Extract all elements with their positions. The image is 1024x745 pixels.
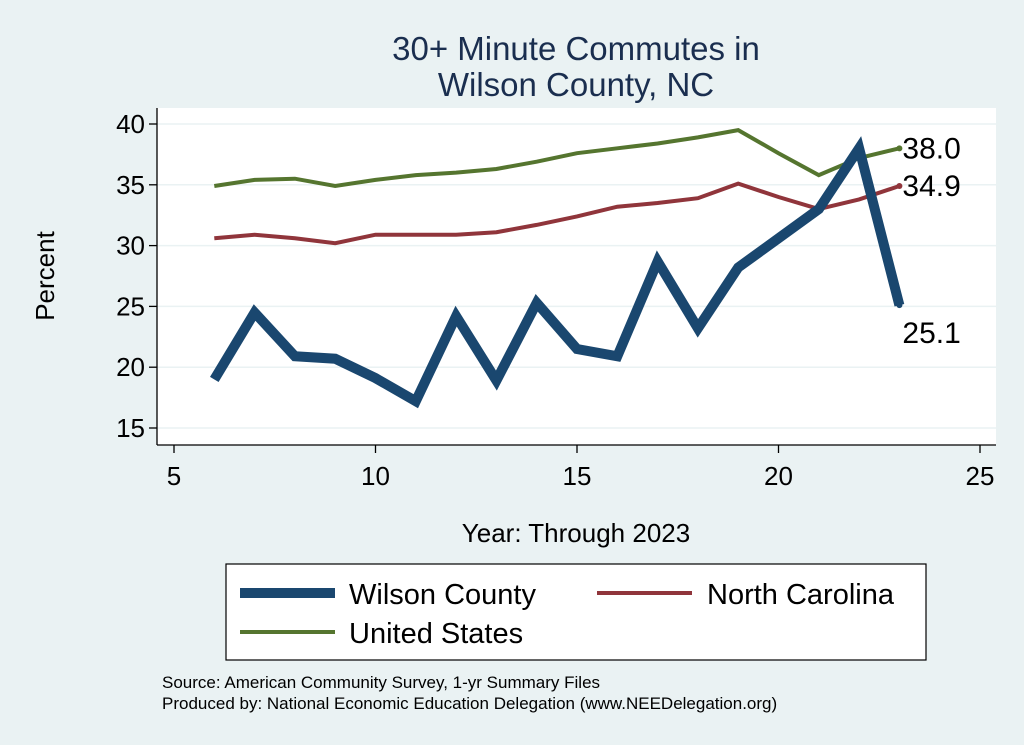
y-tick-label-30: 30 (116, 231, 145, 261)
legend: Wilson County North Carolina United Stat… (225, 563, 927, 661)
end-labels: 25.1 34.9 38.0 (896, 132, 961, 350)
y-axis-ticks: 15 20 25 30 35 40 (116, 109, 157, 443)
source-note: Source: American Community Survey, 1-yr … (162, 673, 600, 692)
chart-title-line-1: 30+ Minute Commutes in (392, 30, 760, 67)
series-lines (210, 128, 905, 409)
y-tick-label-40: 40 (116, 109, 145, 139)
end-marker-wilson-county (896, 302, 903, 309)
x-axis-ticks: 5 10 15 20 25 (167, 445, 995, 491)
end-label-wilson-county: 25.1 (902, 317, 960, 350)
end-marker-north-carolina (896, 183, 903, 190)
x-tick-label-20: 20 (764, 461, 793, 491)
x-tick-label-15: 15 (563, 461, 592, 491)
series-line-wilson-county (210, 136, 905, 409)
y-tick-label-15: 15 (116, 413, 145, 443)
produced-by-note: Produced by: National Economic Education… (162, 694, 777, 713)
legend-label-wilson-county: Wilson County (349, 579, 536, 611)
grid-lines (157, 123, 996, 429)
legend-label-north-carolina: North Carolina (707, 579, 895, 611)
x-tick-label-10: 10 (361, 461, 390, 491)
end-label-north-carolina: 34.9 (902, 170, 960, 203)
series-line-north-carolina (214, 181, 901, 246)
y-tick-label-25: 25 (116, 291, 145, 321)
y-tick-label-20: 20 (116, 352, 145, 382)
chart-title-line-2: Wilson County, NC (438, 66, 714, 103)
end-label-united-states: 38.0 (902, 132, 960, 165)
y-axis-title: Percent (30, 230, 60, 320)
plot-area (157, 108, 996, 445)
legend-box (225, 563, 927, 661)
x-tick-label-5: 5 (167, 461, 181, 491)
x-tick-label-25: 25 (966, 461, 995, 491)
end-marker-united-states (896, 145, 903, 152)
series-line-united-states (214, 128, 900, 189)
legend-label-united-states: United States (349, 618, 523, 650)
x-axis-title: Year: Through 2023 (462, 518, 690, 548)
y-tick-label-35: 35 (116, 170, 145, 200)
